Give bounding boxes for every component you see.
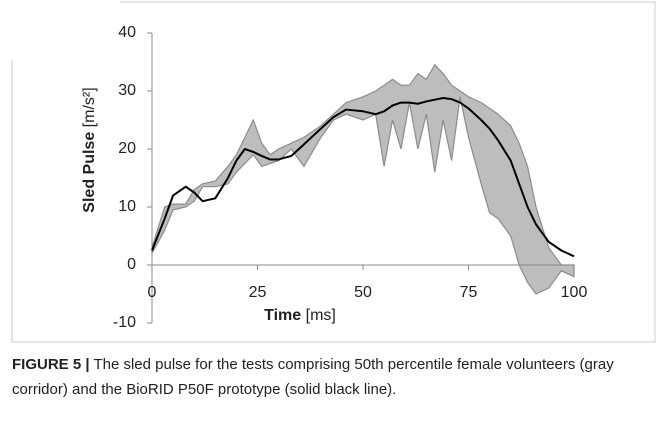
frame (11, 1, 656, 343)
corridor (151, 63, 575, 295)
y-tick-label: 0 (127, 256, 136, 273)
x-tick-label: 75 (460, 284, 478, 301)
plot: -10 0 10 20 30 40 0 25 50 75 100 (113, 24, 588, 331)
x-tick-label: 25 (249, 284, 267, 301)
y-tick-label: 40 (118, 24, 136, 41)
chart: -10 0 10 20 30 40 0 25 50 75 100 Time [ms] Sled Pu… (11, 1, 656, 343)
x-unit: [ms] (306, 307, 336, 324)
y-unit: [m/s²] (81, 87, 98, 127)
caption: FIGURE 5 | The sled pulse for the tests … (12, 352, 642, 402)
y-tick-label: 20 (118, 140, 136, 157)
x-tick-label: 100 (561, 284, 588, 301)
caption-text: The sled pulse for the tests comprising … (12, 356, 614, 398)
y-label: Sled Pulse (81, 132, 98, 213)
x-tick-label: 0 (148, 284, 157, 301)
x-tick-label: 50 (354, 284, 372, 301)
x-label: Time (264, 307, 301, 324)
y-tick-label: -10 (113, 314, 136, 331)
line (151, 96, 575, 258)
caption-label: FIGURE 5 | (12, 356, 90, 373)
y-axis-label: Sled Pulse [m/s²] (81, 87, 98, 212)
y-tick-label: 30 (118, 82, 136, 99)
y-tick-label: 10 (118, 198, 136, 215)
x-axis-label: Time [ms] (264, 307, 336, 324)
